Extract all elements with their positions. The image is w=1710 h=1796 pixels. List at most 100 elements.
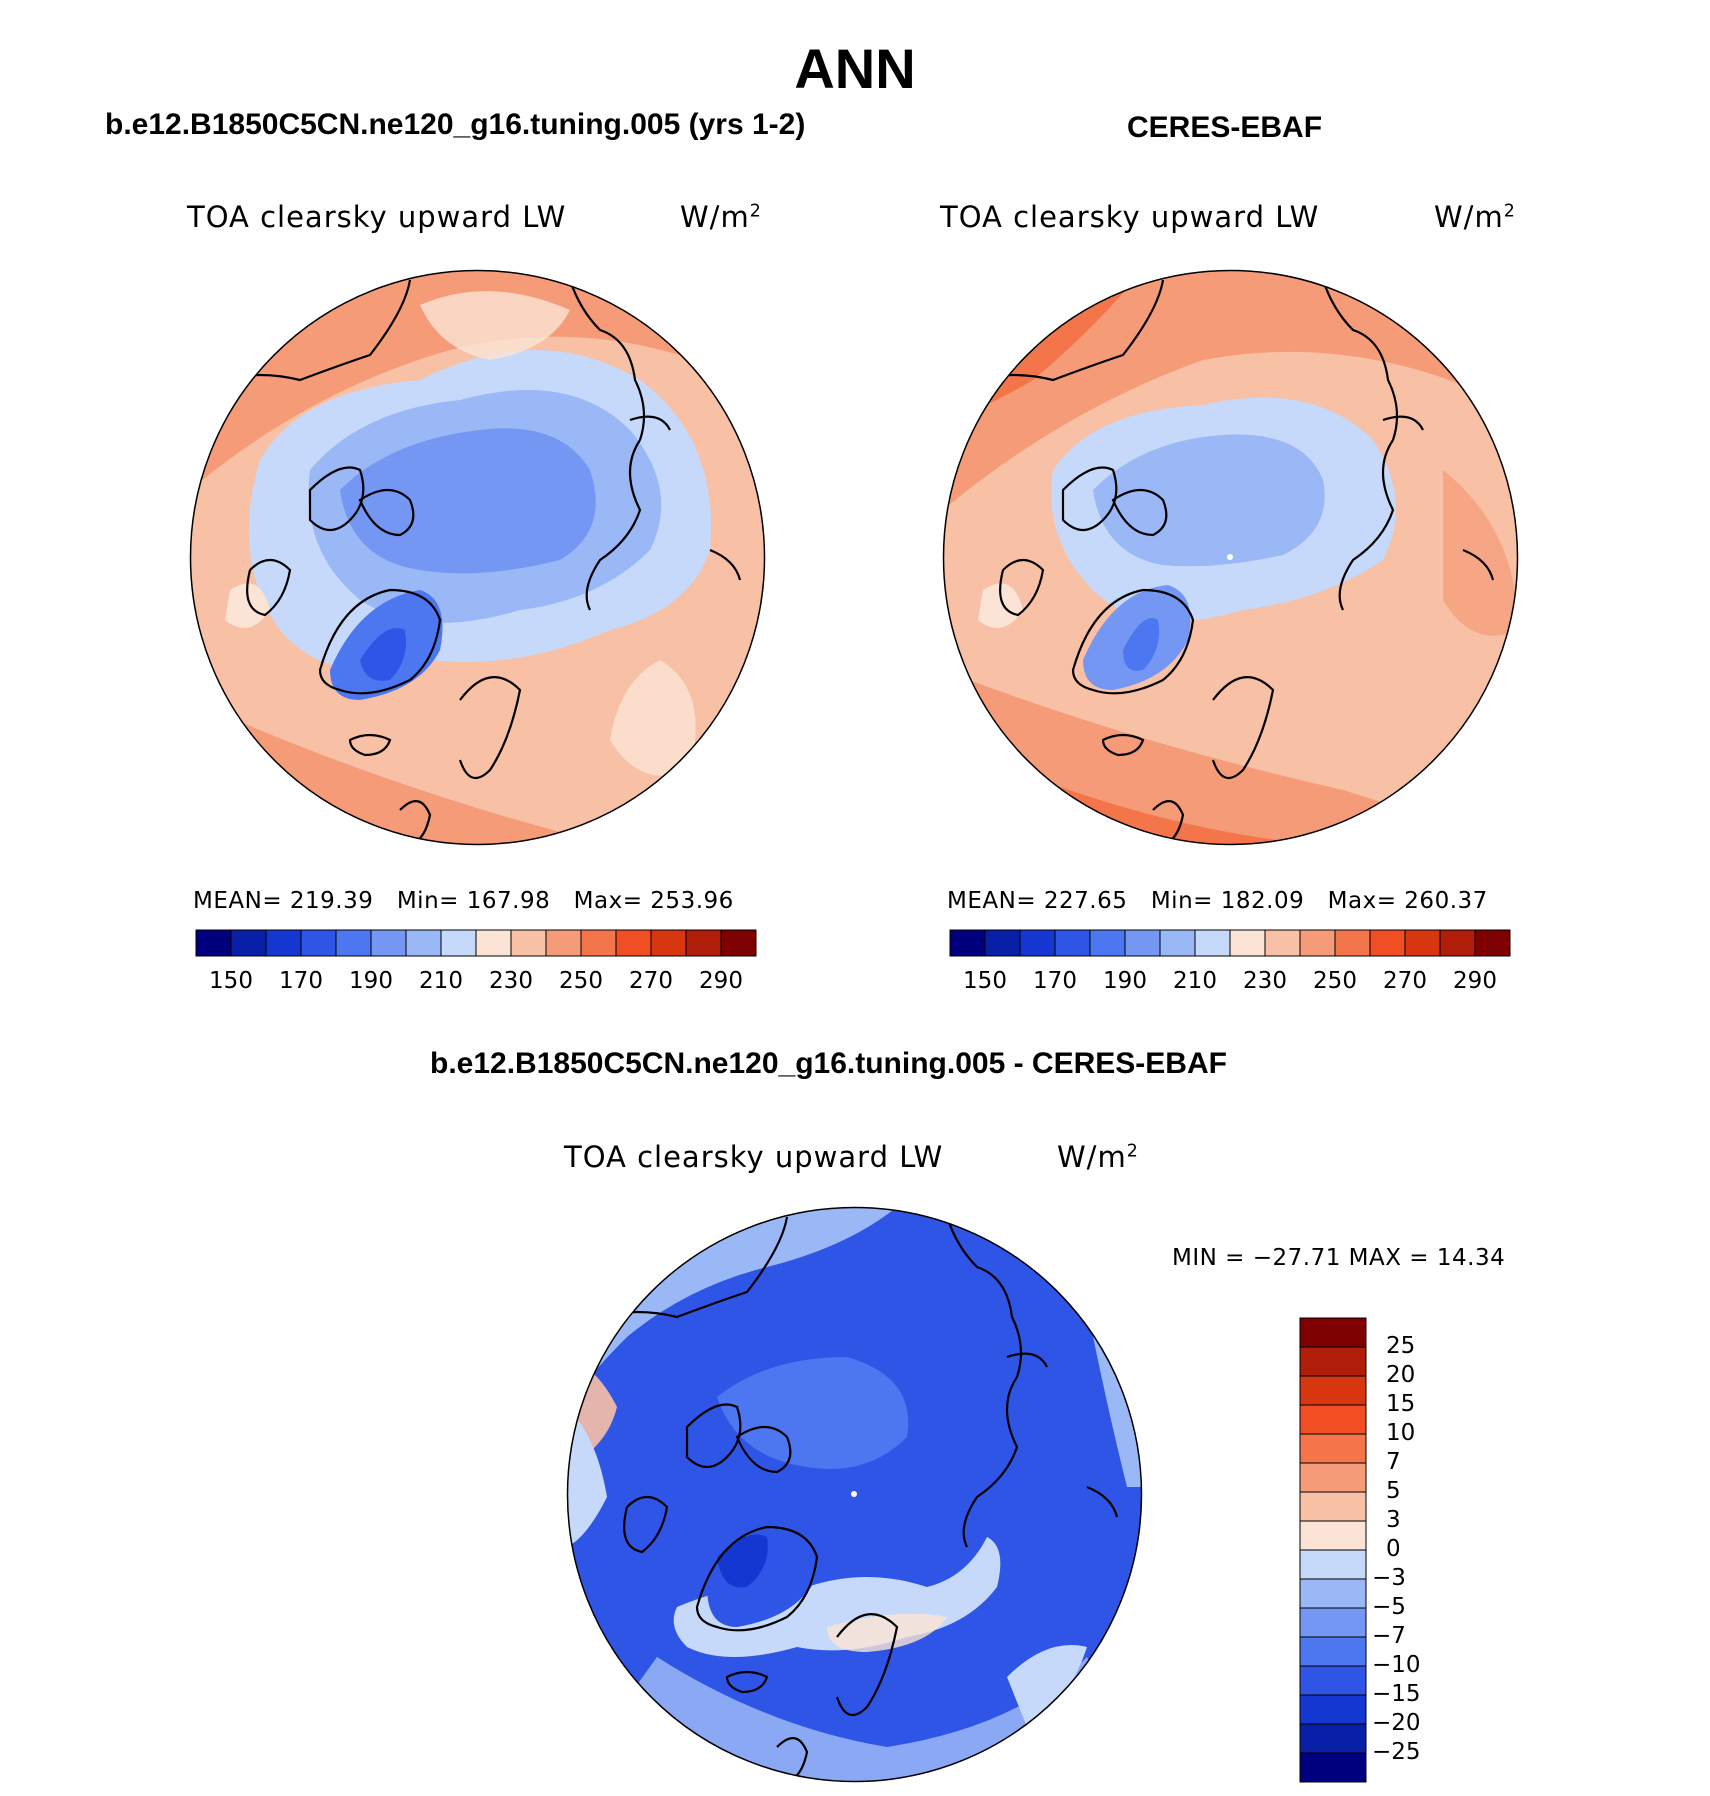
panel1-colorbar-swatch: [440, 929, 477, 957]
diff-field-central: [717, 1357, 909, 1469]
diff-colorbar-swatch: [1299, 1520, 1367, 1551]
diff-colorbar-swatch: [1299, 1433, 1367, 1464]
panel2-colorbar-swatch: [1369, 929, 1406, 957]
figure-title: ANN: [794, 37, 916, 100]
panel1-coast-iceland: [348, 733, 392, 757]
diff-colorbar-swatch: [1299, 1578, 1367, 1609]
panel1-colorbar-tick-label: 230: [489, 968, 533, 994]
panel1-coast-siberia: [568, 279, 646, 441]
diff-polar-map: [566, 1206, 1143, 1783]
panel2-colorbar-swatch: [949, 929, 986, 957]
panel1-colorbar-tick-label: 170: [279, 968, 323, 994]
panel1-colorbar-swatch: [580, 929, 617, 957]
panel2-units: W/m2: [1434, 200, 1516, 234]
panel2-colorbar-swatch: [1159, 929, 1196, 957]
diff-colorbar-swatch: [1299, 1665, 1367, 1696]
panel2-variable-label: TOA clearsky upward LW: [940, 200, 1320, 234]
panel1-colorbar-swatch: [685, 929, 722, 957]
panel2-colorbar-tick-label: 170: [1033, 968, 1077, 994]
panel2-coast-iceland: [1101, 733, 1145, 757]
panel2-colorbar-swatch: [1019, 929, 1056, 957]
panel1-polar-map: [189, 269, 766, 846]
panel1-colorbar-swatch: [265, 929, 302, 957]
diff-colorbar-tick-label: 10: [1386, 1420, 1416, 1446]
diff-colorbar-swatch: [1299, 1636, 1367, 1667]
diff-colorbar-tick-label: −10: [1372, 1652, 1421, 1678]
panel2-colorbar-tick-label: 190: [1103, 968, 1147, 994]
panel1-field-warm-top: [190, 270, 765, 490]
panel2-colorbar-swatch: [1124, 929, 1161, 957]
panel1-colorbar-swatch: [300, 929, 337, 957]
panel2-colorbar-tick-label: 230: [1243, 968, 1287, 994]
diff-colorbar-tick-label: −7: [1372, 1623, 1406, 1649]
panel2-colorbar-swatch: [984, 929, 1021, 957]
panel1-coast-scandinavia: [458, 676, 522, 780]
diff-colorbar-swatch: [1299, 1723, 1367, 1754]
panel1-colorbar-tick-label: 250: [559, 968, 603, 994]
diff-colorbar-swatch: [1299, 1404, 1367, 1435]
diff-field-greenland: [707, 1512, 820, 1627]
panel1-stats: MEAN= 219.39 Min= 167.98 Max= 253.96: [193, 888, 734, 914]
panel2-field-light-blue: [1093, 434, 1325, 567]
diff-coast-scandinavia: [835, 1613, 899, 1717]
diff-colorbar-swatch: [1299, 1462, 1367, 1493]
diff-colorbar-tick-label: 15: [1386, 1391, 1416, 1417]
diff-colorbar-tick-label: 20: [1386, 1362, 1416, 1388]
diff-units: W/m2: [1057, 1140, 1139, 1174]
diff-colorbar-tick-label: −15: [1372, 1681, 1421, 1707]
diff-colorbar-swatch: [1299, 1694, 1367, 1725]
panel2-colorbar-swatch: [1404, 929, 1441, 957]
diff-coast-baffin: [623, 1495, 669, 1554]
diff-map-border: [566, 1206, 1143, 1783]
panel1-colorbar-tick-label: 270: [629, 968, 673, 994]
panel2-coast-archipelago: [1061, 466, 1118, 532]
panel2-colorbar-swatch: [1474, 929, 1511, 957]
panel1-colorbar-swatch: [650, 929, 687, 957]
panel2-colorbar-tick-label: 250: [1313, 968, 1357, 994]
diff-colorbar-swatch: [1299, 1317, 1367, 1348]
panel1-colorbar-tick-label: 190: [349, 968, 393, 994]
panel1-colorbar-swatch: [195, 929, 232, 957]
diff-colorbar-tick-label: −5: [1372, 1594, 1406, 1620]
diff-coast-greenland: [695, 1525, 819, 1632]
diff-coast-eurasia: [962, 1376, 1019, 1548]
diff-variable-label: TOA clearsky upward LW: [564, 1140, 944, 1174]
panel1-colorbar-swatch: [545, 929, 582, 957]
panel2-stats: MEAN= 227.65 Min= 182.09 Max= 260.37: [947, 888, 1488, 914]
panel2-colorbar: [949, 929, 1511, 957]
diff-colorbar-tick-label: 7: [1386, 1449, 1401, 1475]
diff-colorbar: [1299, 1317, 1367, 1783]
diff-colorbar-tick-label: 3: [1386, 1507, 1401, 1533]
panel1-colorbar-swatch: [510, 929, 547, 957]
panel2-colorbar-tick-label: 270: [1383, 968, 1427, 994]
diff-colorbar-swatch: [1299, 1375, 1367, 1406]
panel2-colorbar-swatch: [1334, 929, 1371, 957]
diff-colorbar-tick-label: 0: [1386, 1536, 1401, 1562]
panel1-colorbar-swatch: [370, 929, 407, 957]
panel1-colorbar-swatch: [615, 929, 652, 957]
diff-colorbar-swatch: [1299, 1549, 1367, 1580]
panel2-colorbar-swatch: [1264, 929, 1301, 957]
panel2-colorbar-swatch: [1439, 929, 1476, 957]
panel1-colorbar-swatch: [335, 929, 372, 957]
panel1-coast-archipelago: [308, 466, 365, 532]
diff-coast-siberia: [945, 1216, 1023, 1378]
diff-colorbar-tick-label: 25: [1386, 1333, 1416, 1359]
panel2-field-greenland-core: [1123, 618, 1159, 671]
panel2-coast-greenland: [1071, 588, 1195, 695]
panel2-coast-baffin: [999, 558, 1045, 617]
panel1-field-blue: [340, 428, 596, 574]
panel1-colorbar-swatch: [475, 929, 512, 957]
diff-case-title: b.e12.B1850C5CN.ne120_g16.tuning.005 - C…: [430, 1047, 1227, 1080]
panel1-variable-label: TOA clearsky upward LW: [187, 200, 567, 234]
panel2-colorbar-swatch: [1299, 929, 1336, 957]
panel1-coast-baffin: [246, 558, 292, 617]
diff-colorbar-swatch: [1299, 1752, 1367, 1783]
panel1-map-border: [189, 269, 766, 846]
panel2-colorbar-tick-label: 150: [963, 968, 1007, 994]
diff-colorbar-swatch: [1299, 1491, 1367, 1522]
panel2-polar-map: [942, 269, 1519, 846]
panel1-colorbar-tick-label: 210: [419, 968, 463, 994]
panel1-coast-greenland: [318, 588, 442, 695]
